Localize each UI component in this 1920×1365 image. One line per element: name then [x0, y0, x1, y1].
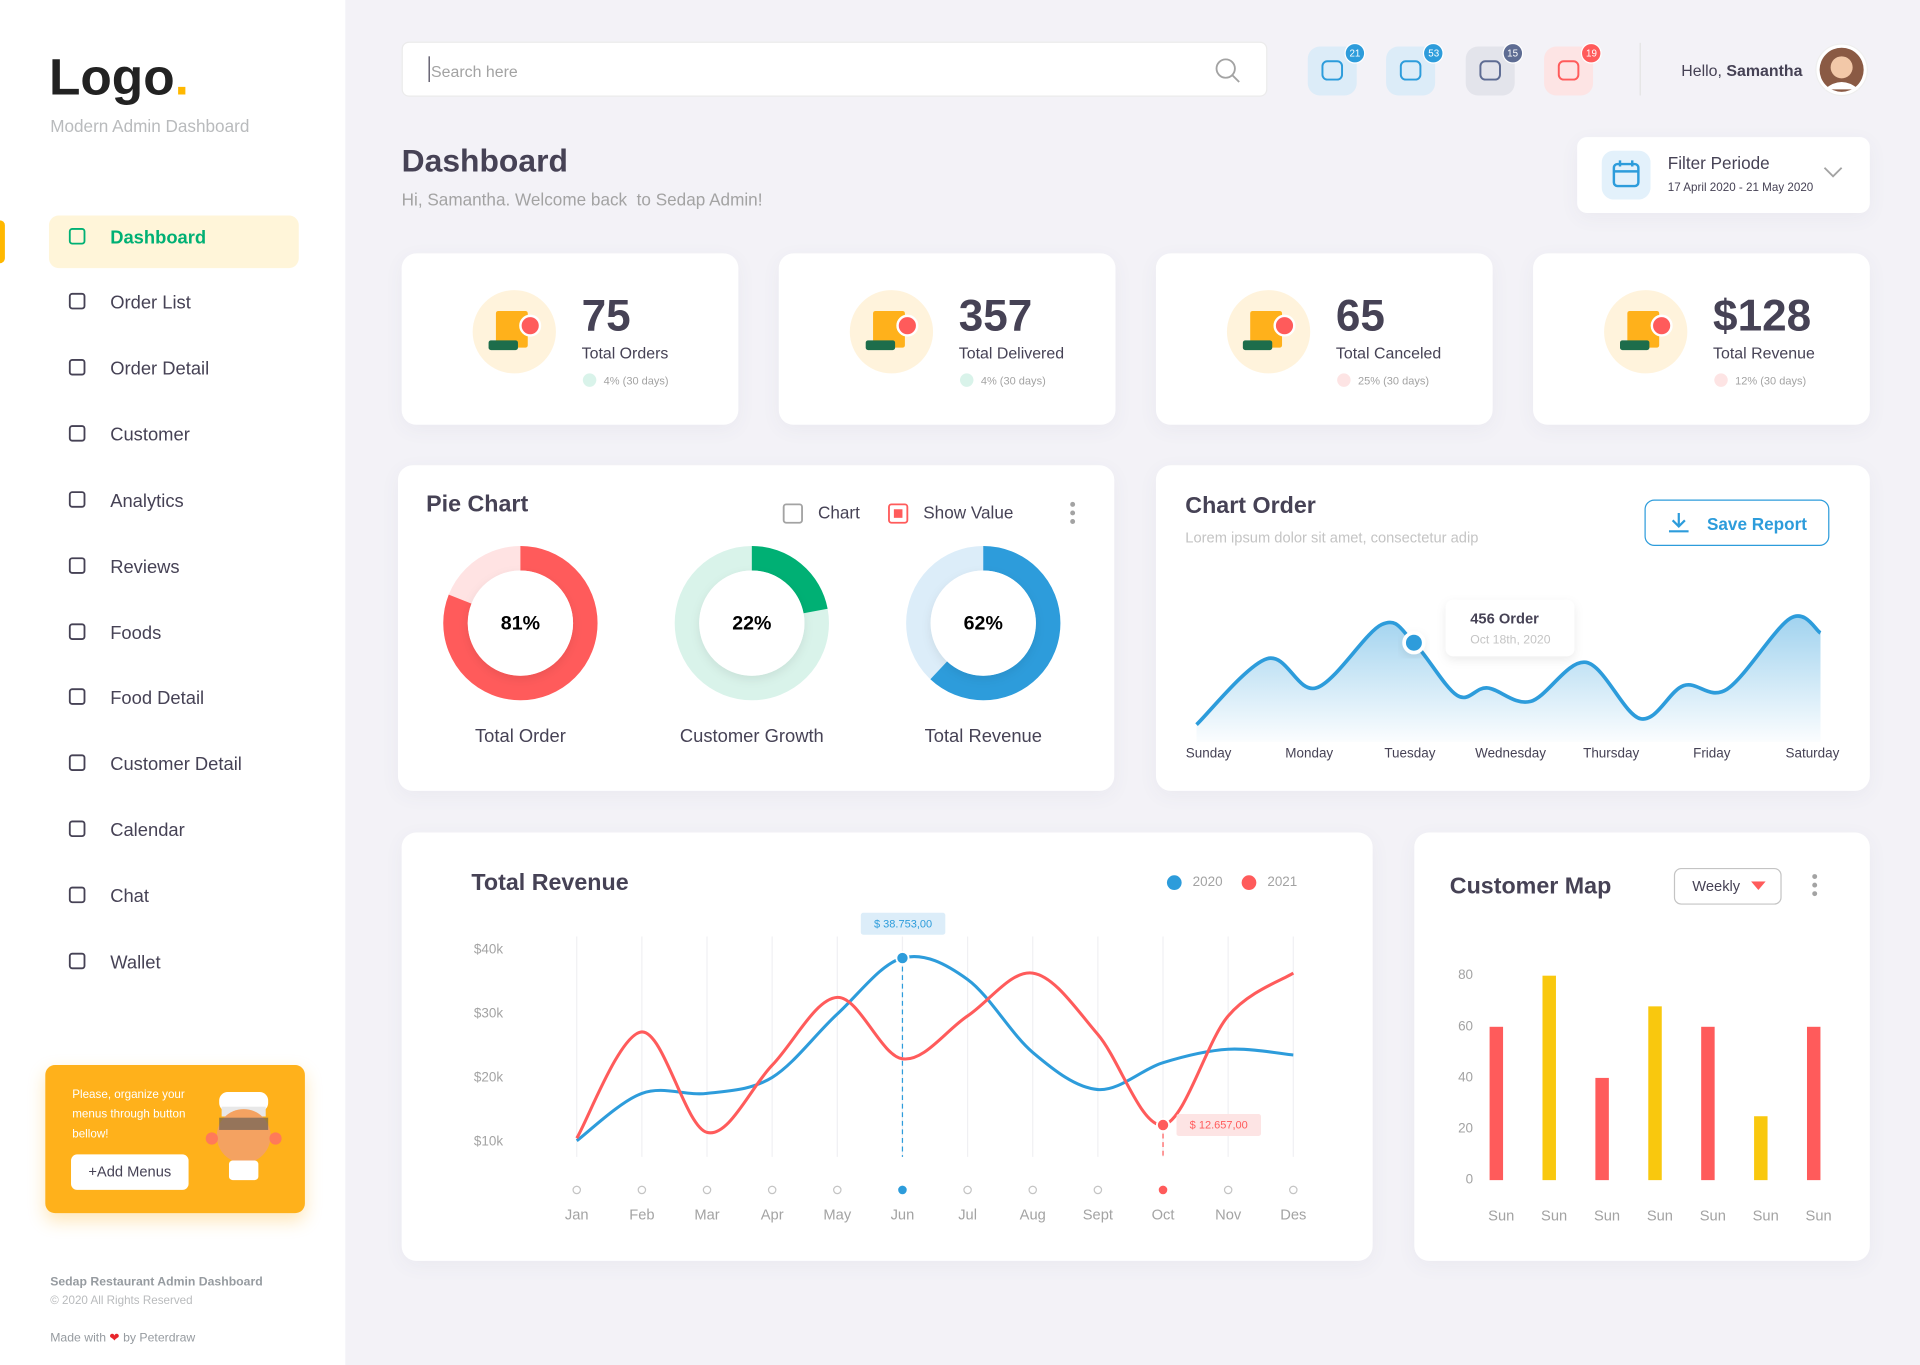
- badge: 15: [1502, 42, 1524, 64]
- save-report-label: Save Report: [1706, 514, 1807, 534]
- stat-change: 4% (30 days): [603, 374, 669, 387]
- nav-icon: [68, 556, 86, 574]
- stat-label: Total Delivered: [958, 344, 1065, 363]
- trend-icon: [1337, 373, 1351, 387]
- stat-card: [778, 253, 1116, 425]
- nav-icon: [68, 688, 86, 706]
- nav-icon: [68, 886, 86, 904]
- customer-map-card: [1414, 832, 1870, 1261]
- nav-item[interactable]: Food Detail: [110, 688, 205, 710]
- stat-change: 25% (30 days): [1357, 374, 1430, 387]
- nav-icon: [68, 622, 86, 640]
- nav-icon: [68, 358, 86, 376]
- nav-active-bg: [48, 215, 299, 269]
- revenue-card: [401, 832, 1373, 1261]
- stat-value: $128: [1713, 290, 1812, 341]
- nav-icon: [68, 820, 86, 838]
- search-icon[interactable]: [1213, 56, 1242, 85]
- pie-card: [397, 465, 1115, 791]
- badge: 21: [1344, 42, 1366, 64]
- stat-icon: [1226, 290, 1311, 374]
- divider: [1639, 42, 1641, 96]
- stat-label: Total Revenue: [1713, 344, 1815, 363]
- badge: 53: [1423, 42, 1445, 64]
- filter-card[interactable]: Filter Periode 17 April 2020 - 21 May 20…: [1577, 137, 1870, 214]
- dropdown-arrow: [1751, 881, 1766, 890]
- nav-icon: [68, 490, 86, 508]
- nav-item[interactable]: Order List: [110, 292, 191, 314]
- footer-made: Made with ❤ by Peterdraw: [50, 1333, 195, 1345]
- stat-card: [1155, 253, 1493, 425]
- calendar-icon: [1601, 150, 1651, 200]
- chef-illustration: [205, 1091, 282, 1181]
- header-icon: [1400, 60, 1422, 81]
- stat-value: 75: [581, 290, 631, 341]
- made-with: Made with: [50, 1331, 107, 1346]
- badge: 19: [1581, 42, 1602, 64]
- logo-text: Logo: [48, 47, 175, 106]
- nav-item[interactable]: Foods: [110, 622, 162, 644]
- promo-button[interactable]: +Add Menus: [71, 1154, 189, 1190]
- nav-icon: [68, 228, 86, 245]
- nav-active-marker: [0, 220, 5, 264]
- filter-title: Filter Periode: [1667, 153, 1770, 173]
- stat-label: Total Canceled: [1335, 344, 1442, 363]
- logo-subtitle: Modern Admin Dashboard: [50, 116, 250, 136]
- stat-change: 4% (30 days): [980, 374, 1046, 387]
- stat-card: [1533, 253, 1870, 425]
- nav-item[interactable]: Wallet: [110, 952, 161, 974]
- nav-item[interactable]: Chat: [110, 886, 150, 908]
- header-icon: [1321, 60, 1344, 81]
- save-report-button[interactable]: Save Report: [1644, 499, 1830, 546]
- footer-copyright: © 2020 All Rights Reserved: [50, 1293, 193, 1308]
- nav-item[interactable]: Reviews: [110, 556, 180, 578]
- nav-item[interactable]: Analytics: [110, 490, 184, 512]
- greeting: Hello, Samantha: [1681, 62, 1802, 78]
- user-name: Samantha: [1726, 61, 1803, 80]
- nav-item[interactable]: Order Detail: [110, 358, 210, 380]
- logo-dot: .: [174, 47, 189, 106]
- chevron: [1823, 167, 1843, 178]
- greeting-text: Hello,: [1681, 61, 1722, 80]
- welcome: Hi, Samantha. Welcome back to Sedap Admi…: [401, 189, 763, 210]
- logo: Logo.: [49, 51, 189, 102]
- search-placeholder: Search here: [431, 62, 518, 81]
- stat-icon: [472, 290, 556, 374]
- caret: [428, 56, 430, 83]
- period-dropdown[interactable]: Weekly: [1673, 867, 1782, 905]
- nav-item[interactable]: Dashboard: [110, 227, 207, 249]
- avatar[interactable]: [1815, 43, 1869, 97]
- trend-icon: [582, 373, 597, 387]
- stat-icon: [849, 290, 934, 374]
- trend-icon: [960, 373, 974, 387]
- promo-card: Please, organize your menus through butt…: [45, 1065, 305, 1214]
- promo-text: Please, organize your menus through butt…: [72, 1088, 186, 1141]
- stat-card: [401, 253, 739, 425]
- search-box[interactable]: Search here: [401, 41, 1268, 97]
- download-icon: [1668, 512, 1689, 533]
- header-icon: [1479, 60, 1501, 81]
- page-title: Dashboard: [401, 142, 568, 179]
- stat-label: Total Orders: [581, 344, 669, 363]
- dropdown-label: Weekly: [1692, 877, 1741, 895]
- nav-icon: [68, 754, 86, 772]
- footer-title: Sedap Restaurant Admin Dashboard: [50, 1275, 263, 1290]
- nav-icon: [68, 424, 86, 442]
- stat-change: 12% (30 days): [1735, 374, 1807, 387]
- filter-range: 17 April 2020 - 21 May 2020: [1667, 181, 1814, 195]
- trend-icon: [1714, 373, 1728, 387]
- nav-icon: [68, 292, 86, 310]
- header-icon: [1558, 60, 1580, 81]
- made-by: by Peterdraw: [123, 1331, 196, 1346]
- nav-item[interactable]: Calendar: [110, 820, 185, 842]
- stat-icon: [1604, 290, 1688, 374]
- nav-item[interactable]: Customer: [110, 424, 190, 446]
- nav-icon: [68, 952, 86, 970]
- nav-item[interactable]: Customer Detail: [110, 754, 242, 776]
- stat-value: 357: [958, 290, 1033, 341]
- stat-value: 65: [1335, 290, 1385, 341]
- heart-icon: ❤: [109, 1331, 120, 1346]
